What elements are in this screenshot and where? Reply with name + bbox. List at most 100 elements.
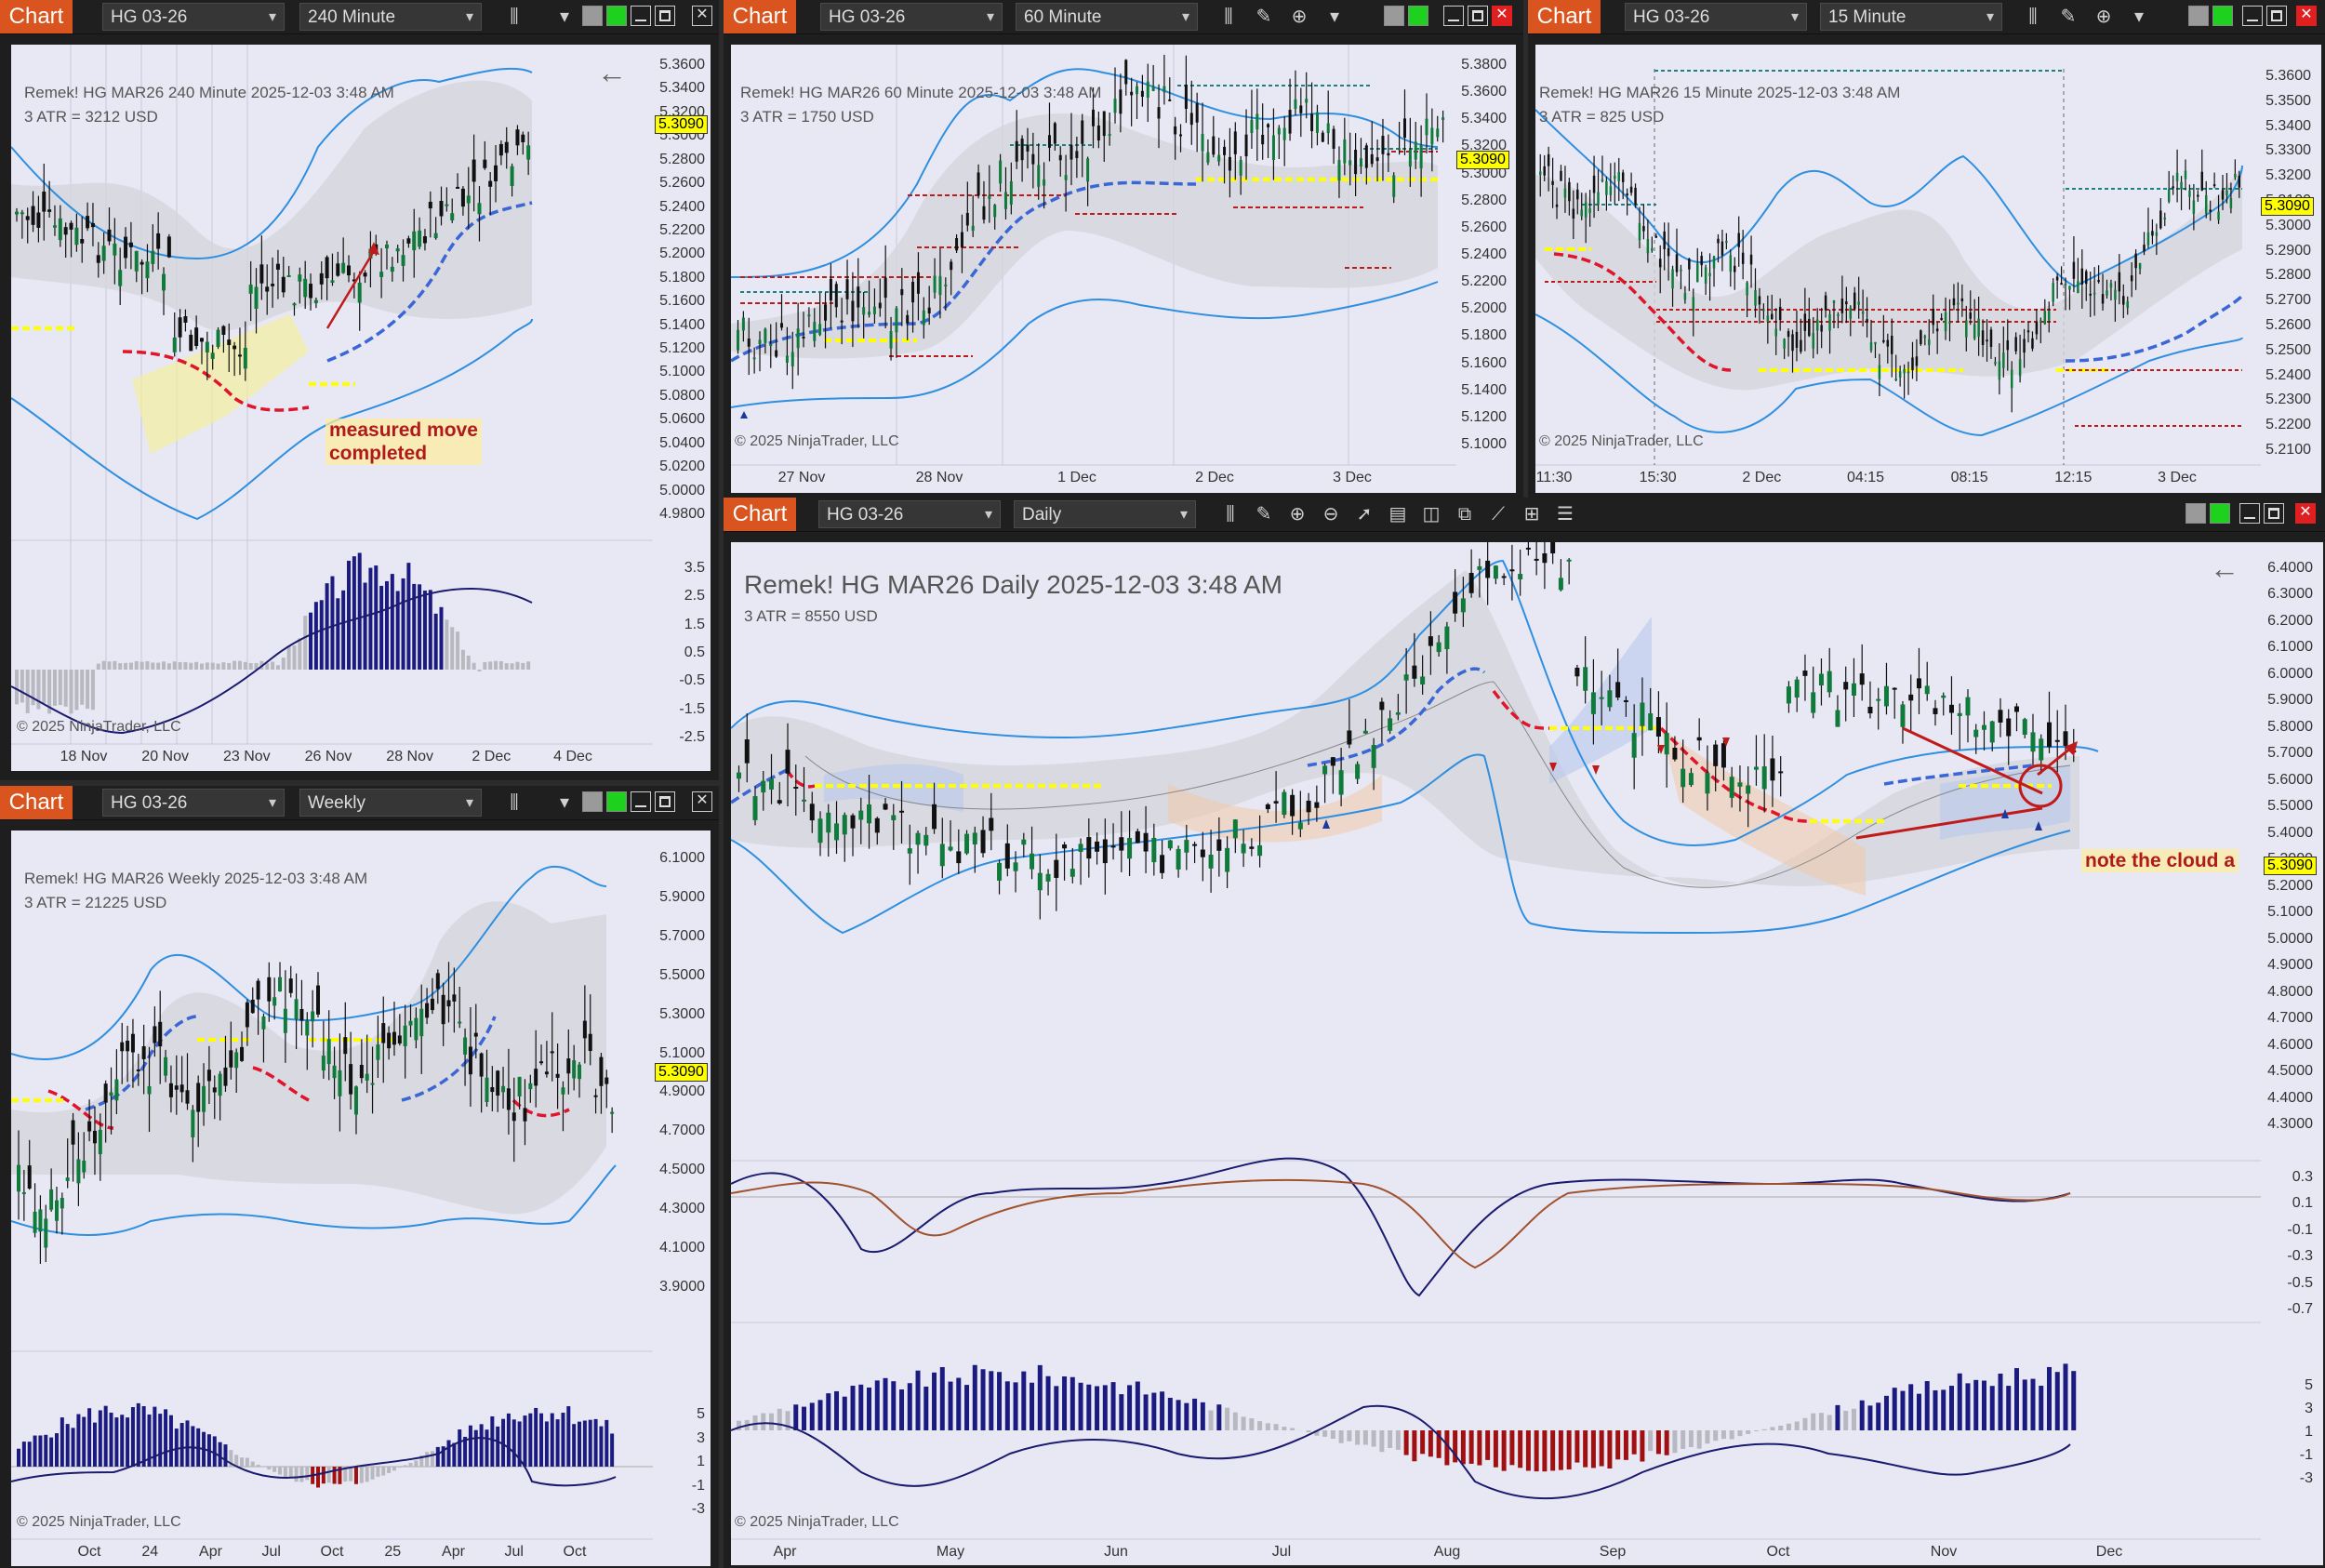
- chart-plot[interactable]: Remek! HG MAR26 15 Minute 2025-12-03 3:4…: [1535, 45, 2321, 493]
- close-button[interactable]: ✕: [1492, 6, 1512, 26]
- minimize-button[interactable]: [631, 6, 651, 26]
- connection-button[interactable]: [606, 6, 627, 26]
- maximize-button[interactable]: [2264, 503, 2284, 524]
- histogram-bar: [80, 670, 85, 705]
- connection-button[interactable]: [2210, 503, 2230, 524]
- chart-plot[interactable]: Remek! HG MAR26 240 Minute 2025-12-03 3:…: [11, 45, 711, 771]
- close-button[interactable]: ✕: [692, 791, 712, 812]
- connection-button[interactable]: [606, 791, 627, 812]
- link-button[interactable]: [2186, 503, 2206, 524]
- chart-plot[interactable]: Remek! HG MAR26 60 Minute 2025-12-03 3:4…: [731, 45, 1516, 493]
- candle-body: [267, 977, 272, 1002]
- interval-selector[interactable]: 60 Minute ▾: [1016, 3, 1198, 31]
- maximize-button[interactable]: [2266, 6, 2287, 26]
- candle-body: [1501, 576, 1507, 578]
- interval-selector[interactable]: 15 Minute ▾: [1820, 3, 2002, 31]
- minimize-button[interactable]: [631, 791, 651, 812]
- price-tick: 5.2200: [2265, 417, 2311, 433]
- minimize-button[interactable]: [1443, 6, 1464, 26]
- chevron-down-icon[interactable]: ▾: [559, 7, 570, 27]
- interval-selector[interactable]: 240 Minute ▾: [299, 3, 482, 31]
- back-arrow-icon[interactable]: ←: [597, 56, 627, 89]
- candle-body: [2159, 210, 2162, 229]
- pencil-icon[interactable]: ✎: [1256, 7, 1272, 27]
- chart-tab[interactable]: Chart: [0, 0, 73, 33]
- zoom-out-icon[interactable]: ⊖: [1322, 504, 1339, 525]
- chevron-down-icon[interactable]: ▾: [559, 792, 570, 813]
- minimize-button[interactable]: [2239, 503, 2260, 524]
- chart-plot[interactable]: Remek! HG MAR26 Weekly 2025-12-03 3:48 A…: [11, 831, 711, 1566]
- instrument-selector[interactable]: HG 03-26 ▾: [818, 500, 1001, 528]
- chart-tab[interactable]: Chart: [0, 786, 73, 819]
- pencil-icon[interactable]: ✎: [2060, 7, 2077, 27]
- instrument-selector[interactable]: HG 03-26 ▾: [820, 3, 1003, 31]
- bar-type-icon[interactable]: ⫼: [510, 7, 519, 27]
- price-axis[interactable]: 5.3800 5.3600 5.3400 5.3200 5.3000 5.2800 5.26…: [1455, 45, 1512, 493]
- time-axis[interactable]: 27 Nov 28 Nov 1 Dec 2 Dec 3 Dec: [731, 466, 1516, 492]
- candle-body: [2013, 706, 2019, 712]
- candles: [737, 54, 1445, 390]
- bar-type-icon[interactable]: ⫼: [2028, 7, 2038, 27]
- maximize-button[interactable]: [655, 791, 675, 812]
- indicator-icon[interactable]: ⟋: [1492, 504, 1505, 525]
- time-axis[interactable]: 18 Nov 20 Nov 23 Nov 26 Nov 28 Nov 2 Dec 4 Dec: [11, 745, 711, 771]
- price-axis[interactable]: 6.1000 5.9000 5.7000 5.5000 5.3000 5.1000 4.90…: [653, 831, 711, 1566]
- strategy-icon[interactable]: ⊞: [1523, 504, 1540, 525]
- data-box-icon[interactable]: ◫: [1422, 504, 1441, 525]
- link-button[interactable]: [582, 791, 603, 812]
- cursor-icon[interactable]: ➚: [1356, 504, 1373, 525]
- screenshot-icon[interactable]: ⧉: [1457, 504, 1472, 525]
- link-button[interactable]: [582, 6, 603, 26]
- zoom-in-icon[interactable]: ⊕: [2095, 7, 2112, 27]
- histogram-bar: [114, 1417, 119, 1467]
- time-axis[interactable]: 11:30 15:30 2 Dec 04:15 08:15 12:15 3 Dec: [1535, 466, 2321, 492]
- price-axis[interactable]: 6.4000 6.3000 6.2000 6.1000 6.0000 5.9000 5.80…: [2261, 542, 2318, 1565]
- instrument-selector[interactable]: HG 03-26 ▾: [1625, 3, 1807, 31]
- zoom-in-icon[interactable]: ⊕: [1289, 504, 1306, 525]
- chevron-down-icon[interactable]: ▾: [1329, 7, 1340, 27]
- candle-body: [907, 848, 912, 854]
- histogram-bar: [566, 1406, 571, 1467]
- candle-body: [504, 141, 509, 153]
- time-axis[interactable]: Apr May Jun Jul Aug Sep Oct Nov Dec: [731, 1540, 2323, 1565]
- chart-tab[interactable]: Chart: [1528, 0, 1601, 33]
- close-button[interactable]: ✕: [2295, 503, 2316, 524]
- candle-body: [1030, 853, 1035, 870]
- candle-body: [183, 316, 188, 323]
- maximize-button[interactable]: [1468, 6, 1488, 26]
- instrument-selector[interactable]: HG 03-26 ▾: [102, 789, 285, 817]
- link-button[interactable]: [1384, 6, 1404, 26]
- chart-plot[interactable]: Remek! HG MAR26 Daily 2025-12-03 3:48 AM…: [731, 542, 2323, 1565]
- bar-type-icon[interactable]: ⫼: [510, 792, 519, 813]
- maximize-button[interactable]: [655, 6, 675, 26]
- connection-button[interactable]: [1408, 6, 1428, 26]
- time-tick: 25: [384, 1544, 402, 1560]
- back-arrow-icon[interactable]: ←: [2210, 551, 2239, 585]
- candle-body: [1095, 841, 1100, 852]
- interval-selector[interactable]: Weekly ▾: [299, 789, 482, 817]
- candle-body: [578, 1064, 582, 1080]
- list-icon[interactable]: ☰: [1557, 504, 1574, 525]
- price-axis[interactable]: 5.36005.35005.34005.33005.32005.31005.30…: [2259, 45, 2317, 493]
- candle-body: [1588, 208, 1591, 213]
- chevron-down-icon[interactable]: ▾: [2133, 7, 2145, 27]
- time-axis[interactable]: Oct 24 Apr Jul Oct 25 Apr Jul Oct: [11, 1540, 711, 1566]
- close-button[interactable]: ✕: [2296, 6, 2317, 26]
- link-button[interactable]: [2188, 6, 2209, 26]
- pencil-icon[interactable]: ✎: [1256, 504, 1272, 525]
- chart-tab[interactable]: Chart: [724, 0, 796, 33]
- interval-selector[interactable]: Daily ▾: [1014, 500, 1196, 528]
- chart-tab[interactable]: Chart: [724, 498, 796, 531]
- minimize-button[interactable]: [2242, 6, 2263, 26]
- connection-button[interactable]: [2212, 6, 2233, 26]
- histogram-bar: [842, 1396, 847, 1430]
- close-button[interactable]: ✕: [692, 6, 712, 26]
- bar-type-icon[interactable]: ⫼: [1224, 7, 1233, 27]
- candle-body: [737, 772, 741, 779]
- instrument-selector[interactable]: HG 03-26 ▾: [102, 3, 285, 31]
- price-tick: 5.1800: [659, 269, 705, 286]
- price-axis[interactable]: 5.3600 5.3400 5.3200 5.3000 5.2800 5.2600 5.24…: [653, 45, 711, 771]
- zoom-in-icon[interactable]: ⊕: [1291, 7, 1308, 27]
- properties-icon[interactable]: ▤: [1388, 504, 1407, 525]
- bar-type-icon[interactable]: ⫼: [1226, 504, 1235, 525]
